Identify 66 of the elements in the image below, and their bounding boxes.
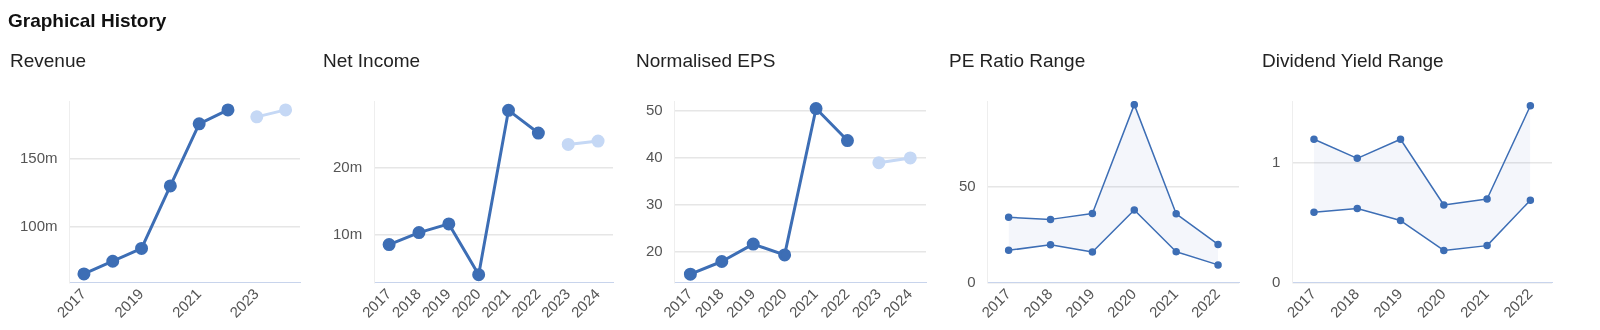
point (1172, 210, 1180, 218)
y-tick-label: 1 (1272, 153, 1281, 171)
point (1046, 241, 1055, 249)
point (1483, 241, 1491, 250)
point (1440, 201, 1448, 209)
chart-title: PE Ratio Range (949, 50, 1087, 73)
point (1440, 246, 1448, 255)
point (472, 268, 486, 282)
point (135, 241, 149, 255)
point (1214, 261, 1222, 269)
point (502, 103, 516, 117)
point (1353, 204, 1362, 213)
point (1353, 154, 1362, 163)
point (809, 102, 823, 116)
point (1004, 246, 1013, 255)
point (1088, 209, 1097, 218)
point (1396, 135, 1405, 143)
point (1310, 208, 1318, 216)
point (1172, 247, 1180, 256)
point (1130, 206, 1139, 214)
chart-title: Revenue (10, 50, 88, 73)
point (746, 237, 760, 251)
point (840, 134, 854, 148)
point (192, 117, 206, 131)
point (778, 248, 792, 262)
point (221, 103, 235, 117)
y-tick-label: 0 (1272, 272, 1281, 290)
point (106, 254, 120, 268)
point (250, 110, 264, 124)
point (77, 267, 91, 281)
point (412, 226, 426, 240)
y-tick-label: 20 (646, 241, 663, 259)
chart-title: Net Income (323, 50, 422, 73)
point (1483, 195, 1491, 203)
point (872, 156, 886, 170)
point (163, 179, 177, 193)
point (442, 217, 456, 231)
chart-title: Dividend Yield Range (1262, 50, 1445, 73)
y-tick-label: 30 (646, 194, 663, 212)
point (1004, 213, 1013, 222)
y-tick-label: 0 (967, 272, 976, 290)
point (531, 126, 545, 140)
point (715, 255, 729, 268)
point (1088, 248, 1097, 256)
point (1396, 216, 1405, 225)
chart-title: Normalised EPS (636, 50, 777, 73)
point (683, 267, 697, 281)
y-tick-label: 50 (646, 100, 663, 118)
point (1526, 102, 1535, 110)
y-tick-label: 50 (959, 177, 976, 195)
point (1526, 196, 1535, 204)
text: Graphical History (8, 10, 167, 32)
y-tick-label: 150m (19, 148, 58, 166)
point (1310, 135, 1318, 143)
y-tick-label: 20m (332, 157, 363, 175)
point (1046, 215, 1055, 224)
y-tick-label: 40 (646, 147, 663, 165)
point (903, 151, 917, 165)
y-tick-label: 10m (332, 224, 363, 242)
point (561, 137, 575, 151)
point (1130, 101, 1139, 109)
point (591, 134, 605, 148)
y-tick-label: 100m (19, 216, 58, 234)
point (1214, 240, 1222, 249)
point (279, 103, 293, 117)
point (382, 238, 396, 252)
